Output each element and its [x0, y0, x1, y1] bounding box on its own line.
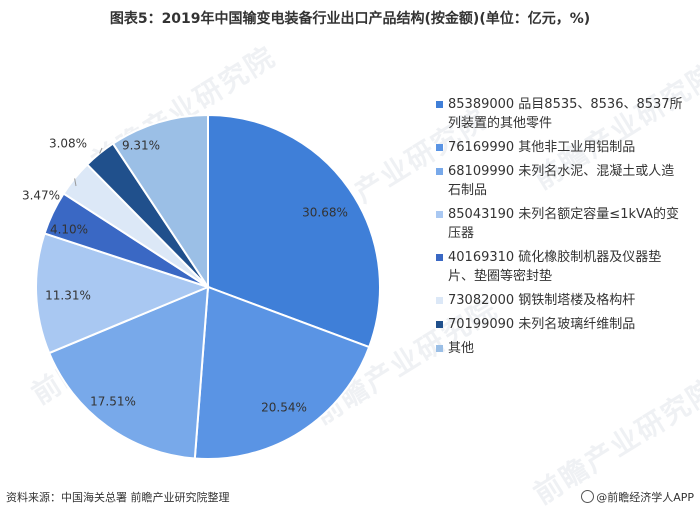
legend-item: 40169310 硫化橡胶制机器及仪器垫片、垫圈等密封垫	[436, 248, 686, 286]
legend-label: 70199090 未列名玻璃纤维制品	[448, 317, 636, 332]
legend-label: 85389000 品目8535、8536、8537所列装置的其他零件	[448, 97, 683, 131]
slice-data-label: 17.51%	[90, 395, 136, 409]
legend-label: 73082000 钢铁制塔楼及格构杆	[448, 293, 636, 308]
legend-swatch	[436, 144, 443, 151]
legend-swatch	[436, 168, 443, 175]
slice-data-label: 30.68%	[302, 206, 348, 220]
legend-item: 68109990 未列名水泥、混凝土或人造石制品	[436, 162, 686, 200]
slice-data-label: 3.47%	[22, 189, 60, 203]
pie-slice	[47, 285, 210, 460]
legend-item: 85389000 品目8535、8536、8537所列装置的其他零件	[436, 95, 686, 133]
legend-swatch	[436, 321, 443, 328]
slice-data-label: 9.31%	[122, 139, 160, 153]
brand-logo-icon	[581, 490, 595, 503]
legend-label: 其他	[448, 341, 475, 356]
legend-swatch	[436, 101, 443, 108]
legend-item: 73082000 钢铁制塔楼及格构杆	[436, 291, 686, 310]
pie-slice	[207, 113, 381, 349]
legend-label: 76169990 其他非工业用铝制品	[448, 140, 636, 155]
brand-text: @前瞻经济学人APP	[596, 491, 694, 504]
legend-label: 68109990 未列名水泥、混凝土或人造石制品	[448, 164, 675, 198]
legend-item: 70199090 未列名玻璃纤维制品	[436, 315, 686, 334]
legend-item: 76169990 其他非工业用铝制品	[436, 138, 686, 157]
chart-title: 图表5：2019年中国输变电装备行业出口产品结构(按金额)(单位：亿元，%)	[109, 11, 591, 27]
pie-slice	[35, 232, 211, 355]
pie-slice	[111, 113, 209, 291]
legend-swatch	[436, 297, 443, 304]
slice-data-label: 3.08%	[49, 137, 87, 151]
legend-label: 85043190 未列名额定容量≤1kVA的变压器	[448, 207, 679, 241]
legend-item: 85043190 未列名额定容量≤1kVA的变压器	[436, 205, 686, 243]
legend-label: 40169310 硫化橡胶制机器及仪器垫片、垫圈等密封垫	[448, 250, 662, 284]
leader-line	[74, 178, 77, 187]
legend-swatch	[436, 254, 443, 261]
brand-credit: @前瞻经济学人APP	[581, 489, 694, 505]
leader-line	[99, 147, 103, 154]
legend-swatch	[436, 211, 443, 218]
legend: 85389000 品目8535、8536、8537所列装置的其他零件 761699…	[436, 95, 686, 363]
legend-swatch	[436, 345, 443, 352]
source-note: 资料来源：中国海关总署 前瞻产业研究院整理	[6, 491, 230, 504]
slice-data-label: 11.31%	[45, 289, 91, 303]
legend-item: 其他	[436, 339, 686, 358]
slice-data-label: 4.10%	[50, 223, 88, 237]
slice-data-label: 20.54%	[261, 401, 307, 415]
pie-slice	[193, 285, 371, 460]
